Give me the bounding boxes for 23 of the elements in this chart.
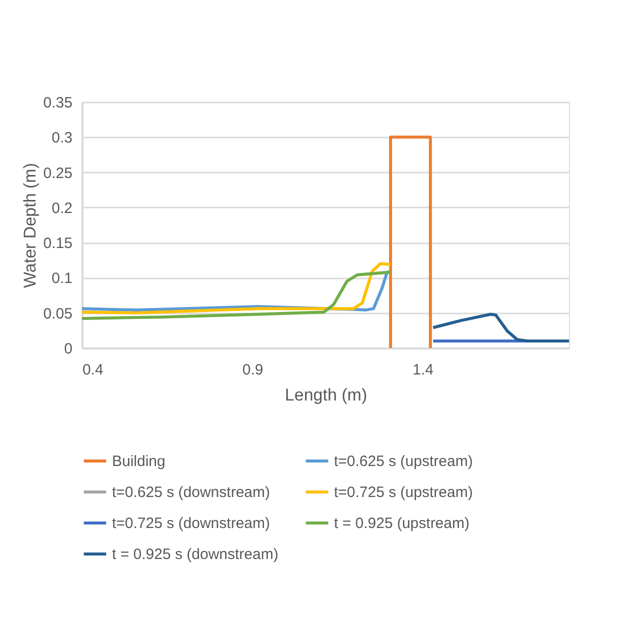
legend-label: t=0.625 s (upstream) xyxy=(334,453,473,470)
legend-label: Building xyxy=(112,453,166,470)
y-axis-title: Water Depth (m) xyxy=(20,162,40,288)
y-tick-label: 0.1 xyxy=(52,270,72,288)
line-series xyxy=(82,270,392,320)
y-tick-label: 0.25 xyxy=(43,164,72,182)
y-tick-label: 0.15 xyxy=(43,235,72,252)
legend-label: t=0.725 s (upstream) xyxy=(334,484,473,501)
y-tick-label: 0.05 xyxy=(43,305,72,322)
x-axis-title: Length (m) xyxy=(284,386,368,404)
x-tick-label: 0.4 xyxy=(82,362,104,378)
x-tick-label: 1.4 xyxy=(412,362,434,378)
legend-label: t = 0.925 s (downstream) xyxy=(112,546,278,563)
legend-label: t=0.725 s (downstream) xyxy=(112,515,270,532)
y-tick-label: 0.3 xyxy=(52,130,72,147)
legend-label: t = 0.925 (upstream) xyxy=(334,515,470,532)
line-series xyxy=(432,312,569,342)
y-tick-label: 0 xyxy=(64,340,72,358)
x-tick-label: 0.9 xyxy=(242,362,264,378)
y-tick-label: 0.35 xyxy=(43,94,72,112)
line-series xyxy=(82,262,392,314)
legend-label: t=0.625 s (downstream) xyxy=(112,484,270,501)
y-tick-label: 0.2 xyxy=(52,200,72,217)
